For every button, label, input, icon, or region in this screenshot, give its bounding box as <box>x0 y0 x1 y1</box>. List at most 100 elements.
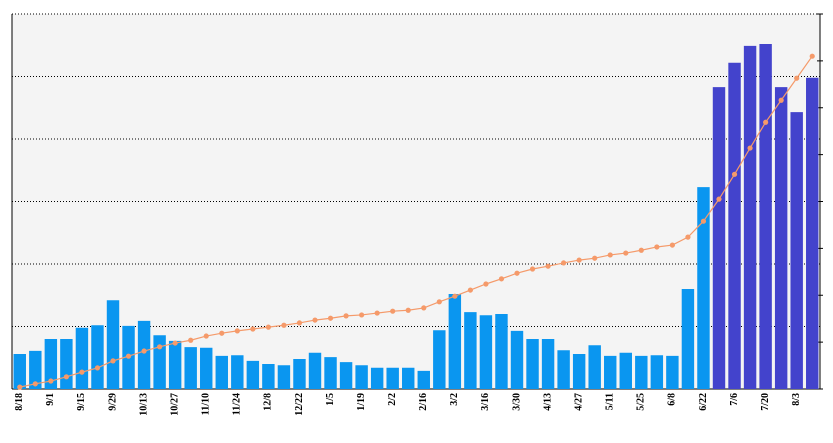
bar <box>743 45 757 389</box>
bar <box>806 77 819 389</box>
line-point <box>436 299 442 305</box>
line-point <box>561 260 567 266</box>
bar <box>324 357 337 389</box>
line-point <box>592 255 598 261</box>
x-tick-label: 6/22 <box>698 393 709 411</box>
line-point <box>514 270 520 276</box>
line <box>19 55 813 388</box>
bar <box>666 355 679 389</box>
line-point <box>296 320 303 326</box>
bar <box>370 367 384 389</box>
bar <box>44 339 58 389</box>
line-point <box>405 307 411 313</box>
x-tick-label: 3/2 <box>449 393 460 406</box>
bar <box>106 300 120 389</box>
bar <box>215 355 228 389</box>
line-point <box>172 340 178 346</box>
x-tick-label: 3/16 <box>480 393 491 411</box>
bar <box>604 355 617 389</box>
line-point <box>731 171 738 177</box>
line-point <box>452 293 458 299</box>
line-point <box>63 374 69 380</box>
x-tick-label: 2/2 <box>387 393 398 406</box>
bar <box>650 355 664 389</box>
bar <box>541 339 555 389</box>
line-point <box>374 310 380 316</box>
line-point <box>747 145 753 151</box>
line-point <box>483 281 489 287</box>
bar <box>759 44 772 389</box>
line-point <box>250 326 256 332</box>
bar <box>13 354 26 389</box>
line-point <box>778 97 784 103</box>
x-tick-label: 5/11 <box>605 393 616 410</box>
line-point <box>809 53 815 59</box>
x-tick-label: 9/1 <box>45 393 56 406</box>
bar <box>262 364 275 389</box>
bar <box>495 314 508 389</box>
bar <box>790 112 803 389</box>
x-tick-label: 9/29 <box>107 393 118 411</box>
bar <box>75 327 89 389</box>
line-point <box>794 75 800 81</box>
line-point <box>669 242 675 248</box>
line-point <box>234 328 240 334</box>
bar <box>231 355 244 389</box>
bar <box>697 187 710 389</box>
x-tick-label: 10/13 <box>138 393 149 416</box>
line-point <box>281 322 287 328</box>
bar <box>588 345 601 389</box>
line-point <box>203 333 209 339</box>
line-point <box>219 330 225 336</box>
bar <box>60 339 73 389</box>
bar <box>153 335 166 389</box>
bar <box>712 87 726 389</box>
x-tick-label: 4/27 <box>573 393 584 411</box>
line-point <box>125 353 132 359</box>
bar <box>355 365 368 389</box>
line-point <box>654 244 660 250</box>
line-point <box>32 381 38 387</box>
x-tick-label: 3/30 <box>511 393 522 411</box>
bar <box>448 294 462 389</box>
bar <box>200 347 213 389</box>
bar <box>386 367 399 389</box>
bar <box>137 320 151 389</box>
bar <box>246 360 260 389</box>
line-point <box>17 384 23 390</box>
x-tick-label: 12/8 <box>263 393 274 411</box>
line-point <box>685 234 691 240</box>
line-point <box>545 263 551 269</box>
line-point <box>623 250 629 256</box>
line-point <box>79 369 85 375</box>
bar <box>29 350 42 389</box>
line-point <box>327 315 334 321</box>
bar <box>433 330 446 389</box>
x-tick-label: 9/15 <box>76 393 87 411</box>
bar <box>774 87 788 389</box>
bar <box>184 347 197 389</box>
line-point <box>390 308 396 314</box>
x-tick-label: 12/22 <box>294 393 305 416</box>
x-tick-label: 2/16 <box>418 393 429 411</box>
bar <box>728 62 741 389</box>
x-tick-label: 8/18 <box>14 393 25 411</box>
line-point <box>343 313 349 319</box>
line-point <box>48 378 54 384</box>
line-point <box>94 365 101 371</box>
line-point <box>607 252 613 258</box>
line-point <box>188 337 194 343</box>
line-point <box>110 358 116 364</box>
line-point <box>312 317 318 323</box>
line-point <box>763 119 769 125</box>
bar <box>168 340 182 389</box>
x-tick-label: 5/25 <box>636 393 647 411</box>
x-tick-label: 1/5 <box>325 393 336 406</box>
x-tick-label: 4/13 <box>542 393 553 411</box>
bar <box>619 352 632 389</box>
x-tick-label: 10/27 <box>169 393 180 416</box>
bar <box>339 362 353 389</box>
bar <box>402 367 415 389</box>
line-point <box>359 312 365 318</box>
